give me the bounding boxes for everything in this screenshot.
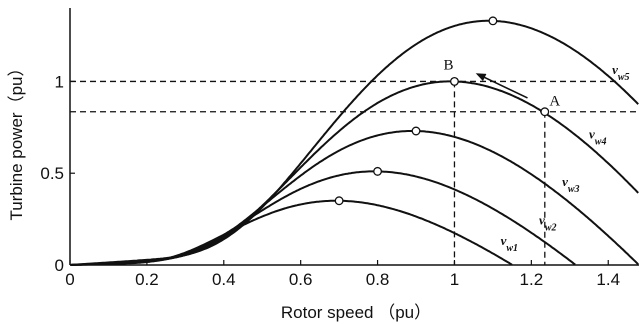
x-tick-label: 0.2 [135, 270, 159, 289]
plot-area: BA [69, 8, 639, 266]
x-tick-label: 1 [450, 270, 459, 289]
peak-marker-w2 [373, 166, 383, 176]
x-ticks: 0 0.2 0.4 0.6 0.8 1 1.2 1.4 [65, 260, 620, 289]
x-tick-label: 0.8 [366, 270, 390, 289]
peak-markers [334, 16, 498, 206]
point-marker-A [540, 107, 550, 117]
x-tick-label: 0.6 [289, 270, 313, 289]
peak-marker-w5 [488, 16, 498, 26]
peak-marker-w1 [334, 196, 344, 206]
x-axis-title: Rotor speed （pu） [281, 303, 431, 322]
x-tick-label: 0.4 [212, 270, 236, 289]
series-label-w5: vw5 [612, 62, 629, 83]
y-ticks: 00.51 [40, 72, 75, 275]
direction-arrow [475, 73, 528, 99]
y-axis-title: Turbine power（pu） [7, 60, 26, 221]
peak-marker-w4 [450, 76, 459, 86]
peak-marker-w3 [411, 126, 421, 136]
power-curve-w1 [70, 199, 513, 266]
series-label-w4: vw4 [589, 126, 606, 147]
x-tick-label: 1.2 [520, 270, 544, 289]
x-tick-label: 1.4 [596, 270, 620, 289]
y-tick-label: 0 [55, 256, 64, 275]
series-label-w2: vw2 [539, 213, 556, 234]
power-curve-w3 [70, 130, 639, 266]
point-label-B: B [443, 57, 453, 73]
power-curve-w2 [70, 170, 576, 266]
y-tick-label: 1 [55, 72, 64, 91]
operating-points: BA [443, 57, 560, 117]
x-tick-label: 0 [65, 270, 74, 289]
y-tick-label: 0.5 [40, 164, 64, 183]
point-label-A: A [549, 94, 560, 110]
power-curve-w5 [70, 19, 639, 266]
series-label-w1: vw1 [501, 233, 518, 254]
series-label-w3: vw3 [562, 174, 579, 195]
